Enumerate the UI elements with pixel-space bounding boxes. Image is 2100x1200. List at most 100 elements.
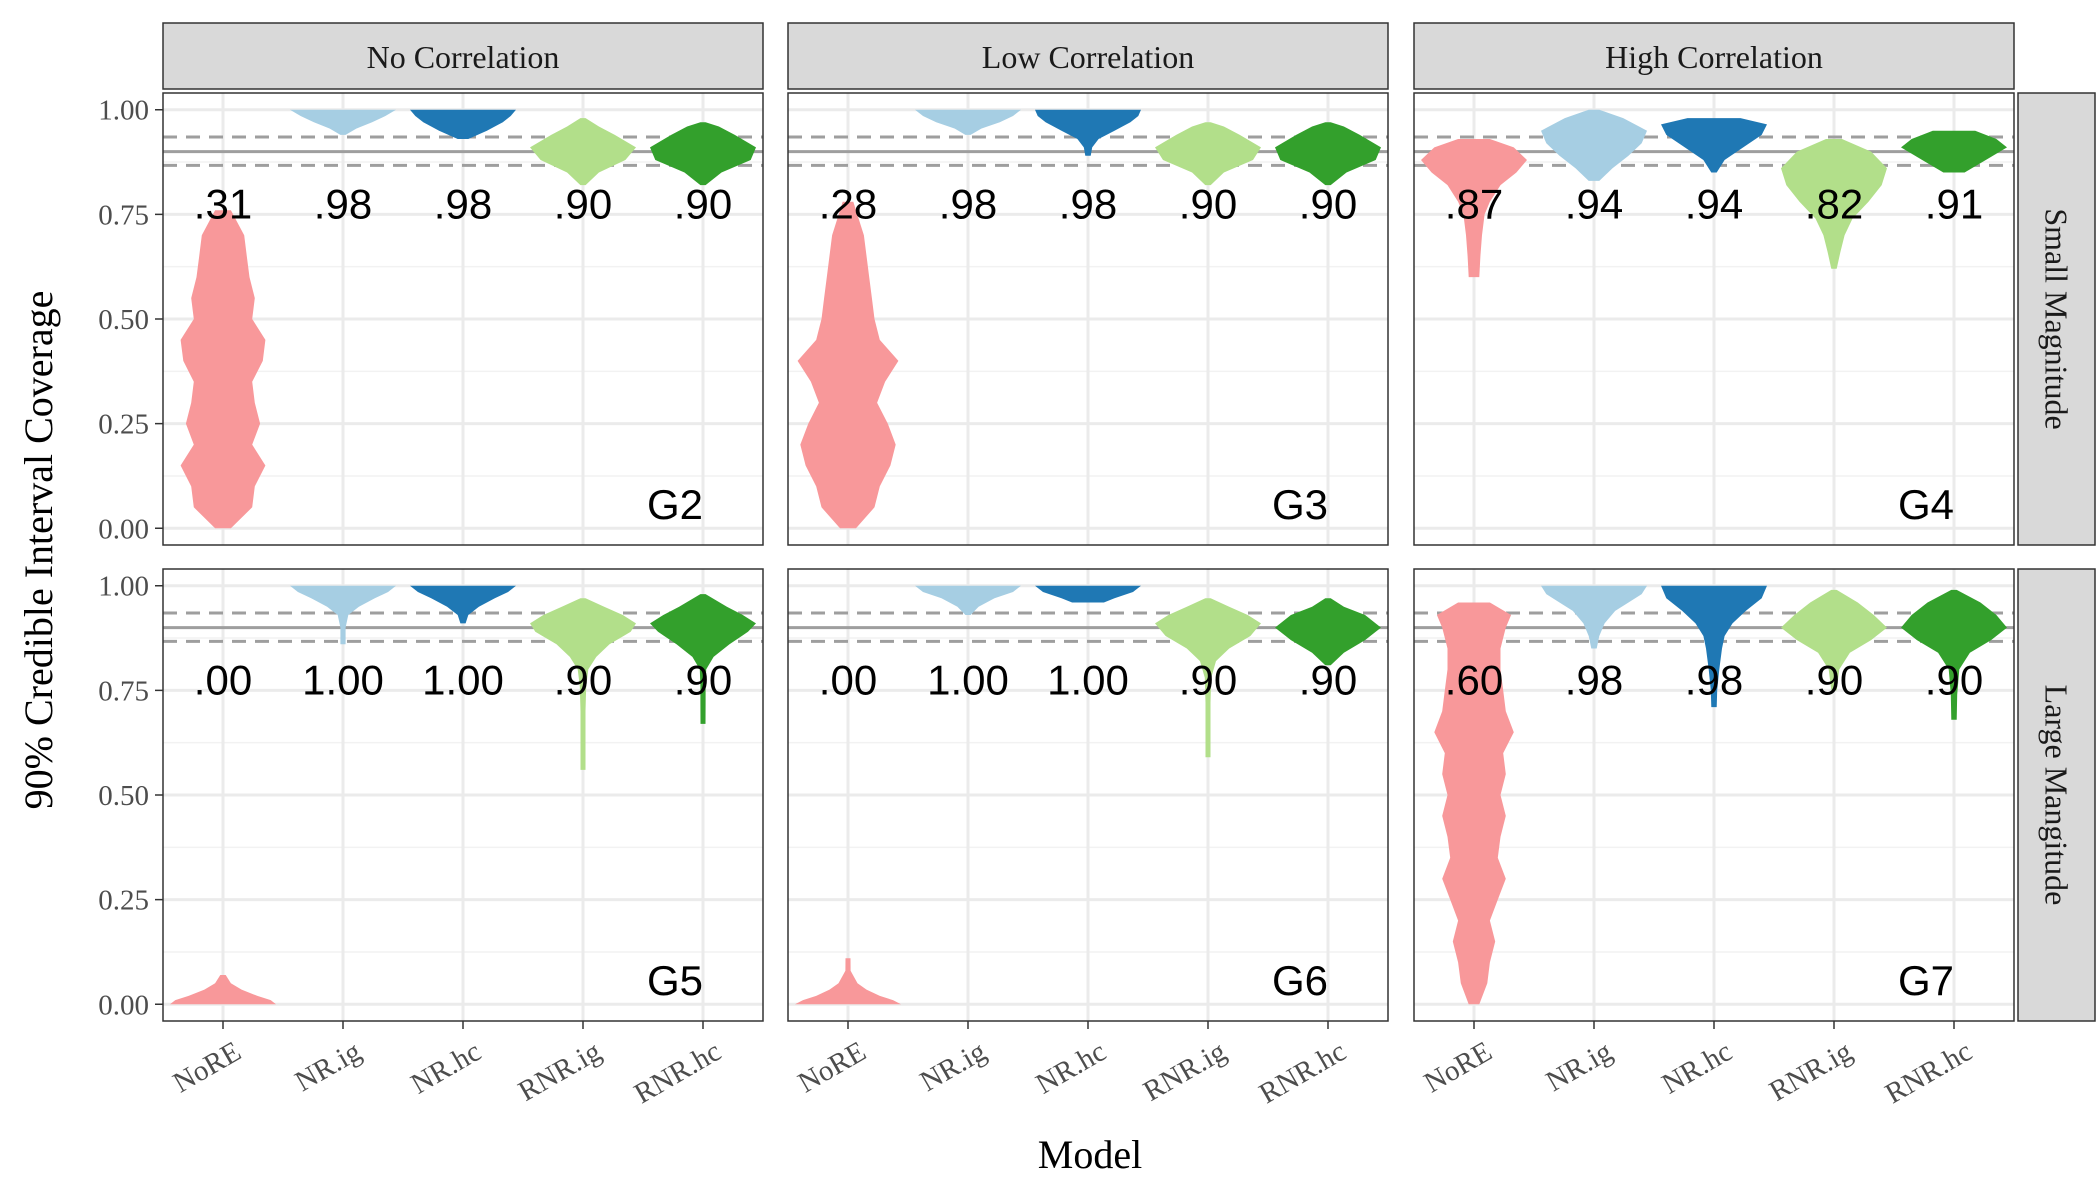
coverage-label-rnr-hc: .91 <box>1925 181 1983 228</box>
violin-rnr-ig <box>1781 139 1887 269</box>
coverage-label-rnr-hc: .90 <box>674 657 732 704</box>
coverage-label-nr-hc: 1.00 <box>422 657 504 704</box>
coverage-label-nore: .00 <box>194 657 252 704</box>
coverage-label-nr-ig: 1.00 <box>302 657 384 704</box>
coverage-label-nore: .31 <box>194 181 252 228</box>
x-tick-label-nr-hc: NR.hc <box>1031 1035 1112 1100</box>
x-tick-label-nr-ig: NR.ig <box>1541 1035 1618 1098</box>
row-strip-label: Large Mangitude <box>2039 685 2075 906</box>
y-tick-label: 0.00 <box>98 989 149 1021</box>
coverage-label-nr-hc: .94 <box>1685 181 1743 228</box>
coverage-label-rnr-ig: .90 <box>554 657 612 704</box>
coverage-label-nore: .00 <box>819 657 877 704</box>
violin-nr-hc <box>410 585 516 624</box>
coverage-label-rnr-ig: .90 <box>554 181 612 228</box>
row-strip-small-magnitude: Small Magnitude <box>2017 92 2096 546</box>
x-tick-label-nr-hc: NR.hc <box>1657 1035 1738 1100</box>
violin-rnr-hc <box>1275 122 1381 186</box>
coverage-label-nore: .87 <box>1445 181 1503 228</box>
panel-id-label: G4 <box>1898 481 1954 528</box>
x-tick-label-rnr-hc: RNR.hc <box>629 1035 727 1110</box>
x-tick-label-rnr-ig: RNR.ig <box>513 1035 606 1107</box>
panel-g2: .31 .98 .98 .90 .90 G2 0.00 0.25 0.50 0.75 1.00 <box>98 92 764 546</box>
coverage-label-nore: .28 <box>819 181 877 228</box>
y-tick-label: 0.25 <box>98 885 149 917</box>
coverage-label-rnr-ig: .90 <box>1805 657 1863 704</box>
coverage-label-nr-hc: .98 <box>1059 181 1117 228</box>
panel-g3: .28 .98 .98 .90 .90 G3 <box>787 92 1389 546</box>
x-tick-label-rnr-ig: RNR.ig <box>1138 1035 1231 1107</box>
violin-nr-ig <box>915 585 1021 615</box>
violin-nr-hc <box>1661 585 1767 708</box>
violin-rnr-ig <box>530 118 636 186</box>
row-strip-large-mangitude: Large Mangitude <box>2017 568 2096 1022</box>
panel-id-label: G2 <box>647 481 703 528</box>
coverage-label-nr-ig: .98 <box>1565 657 1623 704</box>
panel-id-label: G7 <box>1898 957 1954 1004</box>
row-strip-label: Small Magnitude <box>2039 208 2075 429</box>
violin-nr-ig <box>1541 585 1647 649</box>
x-tick-label-rnr-ig: RNR.ig <box>1764 1035 1857 1107</box>
panel-id-label: G3 <box>1272 481 1328 528</box>
facet-strip-label: Low Correlation <box>982 39 1194 75</box>
coverage-label-nr-ig: 1.00 <box>927 657 1009 704</box>
coverage-label-nr-hc: .98 <box>1685 657 1743 704</box>
strips-layer: No Correlation Low Correlation High Correl… <box>162 22 2096 1022</box>
violin-rnr-hc <box>650 122 756 186</box>
y-tick-label: 0.75 <box>98 675 149 707</box>
y-axis-title: 90% Credible Interval Coverage <box>16 291 61 810</box>
coverage-label-nr-ig: .98 <box>314 181 372 228</box>
violin-nr-hc <box>1035 109 1141 156</box>
panel-g4: .87 .94 .94 .82 .91 G4 <box>1413 92 2015 546</box>
violin-rnr-hc <box>650 594 756 724</box>
violin-rnr-hc <box>1275 598 1381 666</box>
panel-border <box>1413 92 2015 546</box>
violin-nore <box>170 975 276 1005</box>
violin-rnr-ig <box>1155 598 1261 758</box>
violin-nr-hc <box>1035 585 1141 603</box>
facet-strip-no-correlation: No Correlation <box>162 22 764 90</box>
coverage-label-rnr-hc: .90 <box>1299 181 1357 228</box>
x-tick-label-nr-hc: NR.hc <box>406 1035 487 1100</box>
x-tick-label-nore: NoRE <box>168 1035 247 1099</box>
panel-id-label: G6 <box>1272 957 1328 1004</box>
facet-strip-label: No Correlation <box>367 39 560 75</box>
panel-border <box>787 92 1389 546</box>
x-tick-label-rnr-hc: RNR.hc <box>1254 1035 1352 1110</box>
coverage-label-rnr-ig: .90 <box>1179 657 1237 704</box>
coverage-label-rnr-hc: .90 <box>674 181 732 228</box>
facet-strip-bg <box>787 22 1389 90</box>
y-tick-label: 0.50 <box>98 780 149 812</box>
x-tick-label-nr-ig: NR.ig <box>915 1035 992 1098</box>
y-tick-label: 1.00 <box>98 571 149 603</box>
violin-nr-ig <box>290 585 396 645</box>
x-tick-label-rnr-hc: RNR.hc <box>1880 1035 1978 1110</box>
violin-nore <box>180 210 266 529</box>
violin-nr-hc <box>410 109 516 139</box>
coverage-label-nr-hc: .98 <box>434 181 492 228</box>
x-tick-label-nore: NoRE <box>1419 1035 1498 1099</box>
violin-nore <box>795 958 901 1005</box>
y-tick-label: 0.00 <box>98 513 149 545</box>
row-strip-bg <box>2017 568 2096 1022</box>
coverage-label-nr-ig: .98 <box>939 181 997 228</box>
violin-nore <box>1421 139 1527 278</box>
violin-rnr-ig <box>530 598 636 770</box>
facet-strip-bg <box>162 22 764 90</box>
violin-rnr-hc <box>1901 589 2007 720</box>
facet-strip-label: High Correlation <box>1605 39 1823 75</box>
y-tick-label: 0.75 <box>98 199 149 231</box>
coverage-label-rnr-hc: .90 <box>1299 657 1357 704</box>
violin-nr-ig <box>290 109 396 135</box>
y-tick-label: 0.50 <box>98 304 149 336</box>
panel-id-label: G5 <box>647 957 703 1004</box>
violin-nr-ig <box>915 109 1021 135</box>
facet-strip-bg <box>1413 22 2015 90</box>
coverage-label-rnr-ig: .82 <box>1805 181 1863 228</box>
violin-nore <box>1434 602 1514 1005</box>
coverage-label-nore: .60 <box>1445 657 1503 704</box>
panel-g6: .00 1.00 1.00 .90 .90 G6 NoRE NR.ig NR.hc RNR.ig R… <box>787 568 1389 1110</box>
violin-nr-hc <box>1661 118 1767 173</box>
row-strip-bg <box>2017 92 2096 546</box>
